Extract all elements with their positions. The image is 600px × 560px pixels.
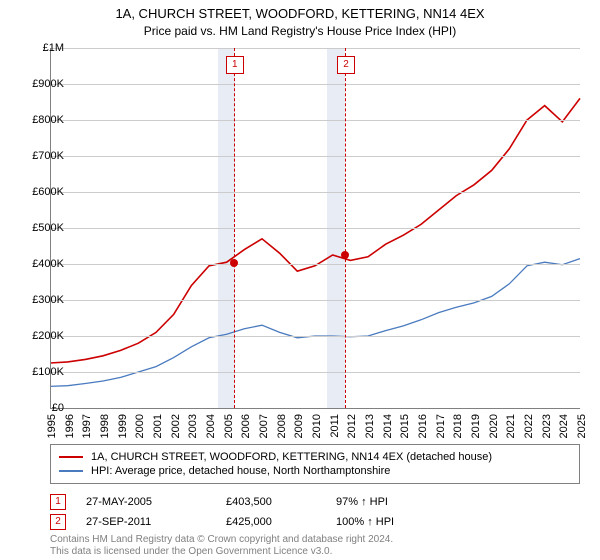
legend-swatch	[59, 456, 83, 458]
x-tick-label: 1996	[64, 414, 76, 438]
attribution-line: Contains HM Land Registry data © Crown c…	[50, 534, 393, 545]
y-tick-label: £1M	[20, 42, 64, 54]
data-point-marker	[341, 251, 349, 259]
series-line-property	[50, 98, 580, 363]
gridline	[50, 372, 580, 373]
event-dash-line	[234, 48, 235, 408]
legend-item: 1A, CHURCH STREET, WOODFORD, KETTERING, …	[59, 451, 571, 463]
event-marker-icon: 2	[337, 56, 355, 74]
table-row: 1 27-MAY-2005 £403,500 97% ↑ HPI	[50, 494, 580, 510]
x-tick-label: 2014	[382, 414, 394, 438]
y-tick-label: £800K	[20, 114, 64, 126]
event-marker-icon: 1	[50, 494, 66, 510]
legend: 1A, CHURCH STREET, WOODFORD, KETTERING, …	[50, 444, 580, 484]
event-marker-icon: 1	[226, 56, 244, 74]
transactions-table: 1 27-MAY-2005 £403,500 97% ↑ HPI 2 27-SE…	[50, 490, 580, 534]
transaction-date: 27-SEP-2011	[86, 516, 206, 528]
x-tick-label: 2020	[488, 414, 500, 438]
plot-area: 12	[50, 48, 580, 408]
y-tick-label: £900K	[20, 78, 64, 90]
gridline	[50, 120, 580, 121]
y-tick-label: £200K	[20, 330, 64, 342]
chart-title: 1A, CHURCH STREET, WOODFORD, KETTERING, …	[0, 0, 600, 23]
chart-subtitle: Price paid vs. HM Land Registry's House …	[0, 24, 600, 38]
gridline	[50, 264, 580, 265]
x-tick-label: 2002	[170, 414, 182, 438]
x-tick-label: 2011	[329, 414, 341, 438]
gridline	[50, 228, 580, 229]
x-tick-label: 2012	[346, 414, 358, 438]
x-tick-label: 2009	[293, 414, 305, 438]
x-tick-label: 2015	[399, 414, 411, 438]
x-tick-label: 2018	[452, 414, 464, 438]
y-tick-label: £600K	[20, 186, 64, 198]
gridline	[50, 300, 580, 301]
x-tick-label: 2000	[134, 414, 146, 438]
x-tick-label: 2021	[505, 414, 517, 438]
x-tick-label: 2013	[364, 414, 376, 438]
gridline	[50, 48, 580, 49]
legend-swatch	[59, 470, 83, 472]
x-tick-label: 1995	[46, 414, 58, 438]
x-tick-label: 2008	[276, 414, 288, 438]
x-tick-label: 2023	[541, 414, 553, 438]
legend-label: HPI: Average price, detached house, Nort…	[91, 465, 390, 477]
gridline	[50, 156, 580, 157]
x-tick-label: 1998	[99, 414, 111, 438]
y-tick-label: £300K	[20, 294, 64, 306]
y-tick-label: £400K	[20, 258, 64, 270]
y-tick-label: £700K	[20, 150, 64, 162]
x-tick-label: 2001	[152, 414, 164, 438]
x-tick-label: 2004	[205, 414, 217, 438]
transaction-price: £425,000	[226, 516, 316, 528]
x-tick-label: 2007	[258, 414, 270, 438]
x-tick-label: 2016	[417, 414, 429, 438]
gridline	[50, 336, 580, 337]
y-tick-label: £500K	[20, 222, 64, 234]
x-tick-label: 2019	[470, 414, 482, 438]
y-tick-label: £0	[20, 402, 64, 414]
data-point-marker	[230, 259, 238, 267]
transaction-date: 27-MAY-2005	[86, 496, 206, 508]
x-tick-label: 2010	[311, 414, 323, 438]
x-tick-label: 1997	[81, 414, 93, 438]
x-tick-label: 2005	[223, 414, 235, 438]
x-tick-label: 2003	[187, 414, 199, 438]
attribution-line: This data is licensed under the Open Gov…	[50, 546, 332, 557]
legend-item: HPI: Average price, detached house, Nort…	[59, 465, 571, 477]
transaction-pct: 100% ↑ HPI	[336, 516, 436, 528]
attribution-text: Contains HM Land Registry data © Crown c…	[50, 534, 580, 558]
x-tick-label: 2017	[435, 414, 447, 438]
transaction-price: £403,500	[226, 496, 316, 508]
table-row: 2 27-SEP-2011 £425,000 100% ↑ HPI	[50, 514, 580, 530]
event-marker-icon: 2	[50, 514, 66, 530]
x-tick-label: 2024	[558, 414, 570, 438]
x-tick-label: 2025	[576, 414, 588, 438]
x-tick-label: 2022	[523, 414, 535, 438]
gridline	[50, 192, 580, 193]
x-tick-label: 2006	[240, 414, 252, 438]
series-line-hpi	[50, 259, 580, 387]
transaction-pct: 97% ↑ HPI	[336, 496, 436, 508]
legend-label: 1A, CHURCH STREET, WOODFORD, KETTERING, …	[91, 451, 492, 463]
y-tick-label: £100K	[20, 366, 64, 378]
chart-container: 1A, CHURCH STREET, WOODFORD, KETTERING, …	[0, 0, 600, 560]
x-tick-label: 1999	[117, 414, 129, 438]
gridline	[50, 84, 580, 85]
event-dash-line	[345, 48, 346, 408]
